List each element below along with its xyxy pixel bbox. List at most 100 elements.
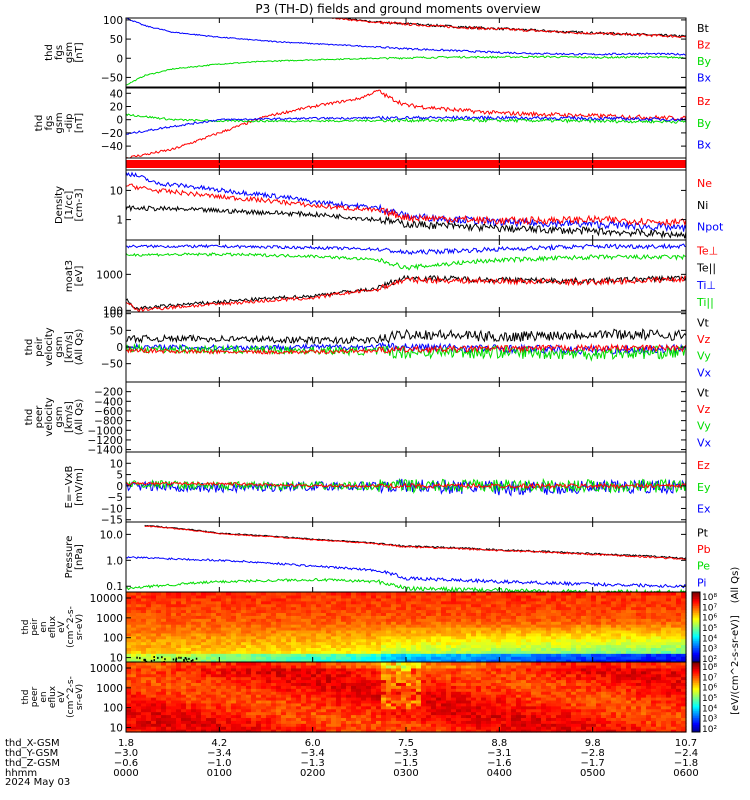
spectrogram-cell <box>566 606 572 611</box>
spectrogram-cell <box>181 664 187 669</box>
spectrogram-cell <box>331 606 337 611</box>
spectrogram-cell <box>656 597 662 602</box>
spectrogram-cell <box>126 676 132 681</box>
spectrogram-cell <box>416 664 422 669</box>
spectrogram-cell <box>221 664 227 669</box>
spectrogram-cell <box>286 691 292 695</box>
spectrogram-cell <box>256 662 262 666</box>
spectrogram-cell <box>331 653 337 657</box>
spectrogram-cell <box>391 694 397 698</box>
spectrogram-cell <box>496 720 502 724</box>
spectrogram-cell <box>371 592 377 596</box>
spectrogram-cell <box>411 606 417 611</box>
spectrogram-cell <box>296 594 302 599</box>
spectrogram-cell <box>156 603 162 608</box>
spectrogram-cell <box>156 656 162 660</box>
spectrogram-cell <box>376 673 382 678</box>
spectrogram-cell <box>481 606 487 611</box>
spectrogram-cell <box>401 659 407 663</box>
spectrogram-cell <box>476 656 482 660</box>
spectrogram-cell <box>226 638 232 643</box>
spectrogram-cell <box>551 653 557 657</box>
spectrogram-cell <box>246 603 252 608</box>
spectrogram-cell <box>616 629 622 634</box>
spectrogram-cell <box>261 688 267 692</box>
spectrogram-cell <box>656 612 662 616</box>
spectrogram-cell <box>226 662 232 666</box>
spectrogram-cell <box>271 685 277 689</box>
spectrogram-cell <box>151 638 157 643</box>
spectrogram-cell <box>361 632 367 637</box>
spectrogram-cell <box>276 720 282 724</box>
spectrogram-cell <box>141 606 147 611</box>
spectrogram-cell <box>246 708 252 713</box>
spectrogram-cell <box>396 670 402 675</box>
spectrogram-cell <box>341 644 347 649</box>
spectrogram-cell <box>226 723 232 727</box>
spectrogram-cell <box>306 676 312 681</box>
y-tick-label: 0 <box>116 53 123 65</box>
spectrogram-cell <box>496 647 502 651</box>
spectrogram-cell <box>496 685 502 689</box>
spectrogram-cell <box>496 597 502 602</box>
spectrogram-cell <box>531 618 537 622</box>
spectrogram-cell <box>416 659 422 663</box>
spectrogram-cell <box>581 632 587 637</box>
spectrogram-cell <box>346 606 352 611</box>
spectrogram-cell <box>601 615 607 619</box>
spectrogram-cell <box>171 726 177 730</box>
spectrogram-cell <box>406 697 412 701</box>
spectrogram-cell <box>436 723 442 727</box>
spectrogram-cell <box>261 711 267 716</box>
y-axis-label: Density <box>54 186 65 224</box>
spectrogram-cell <box>461 627 467 631</box>
spectrogram-cell <box>461 702 467 707</box>
spectrogram-cell <box>561 632 567 637</box>
spectrogram-cell <box>251 708 257 713</box>
spectrogram-cell <box>651 641 657 646</box>
spectrogram-cell <box>126 606 132 611</box>
spectrogram-cell <box>336 612 342 616</box>
spectrogram-cell <box>426 702 432 707</box>
spectrogram-cell <box>516 594 522 599</box>
spectrogram-cell <box>286 679 292 684</box>
spectrogram-cell <box>296 673 302 678</box>
spectrogram-cell <box>521 618 527 622</box>
spectrogram-cell <box>171 647 177 651</box>
spectrogram-cell <box>241 729 247 733</box>
spectrogram-cell <box>406 612 412 616</box>
spectrogram-cell <box>351 618 357 622</box>
spectrogram-cell <box>276 629 282 634</box>
spectrogram-cell <box>206 726 212 730</box>
spectrogram-cell <box>431 711 437 716</box>
spectrogram-cell <box>321 592 327 596</box>
spectrogram-cell <box>561 641 567 646</box>
spectrogram-cell <box>196 702 202 707</box>
spectrogram-cell <box>466 641 472 646</box>
spectrogram-cell <box>581 638 587 643</box>
spectrogram-cell <box>151 697 157 701</box>
spectrogram-cell <box>306 624 312 628</box>
series-line-Vz <box>126 342 686 356</box>
spectrogram-cell <box>246 670 252 675</box>
spectrogram-cell <box>451 647 457 651</box>
spectrogram-cell <box>281 635 287 640</box>
spectrogram-cell <box>411 673 417 678</box>
spectrogram-cell <box>471 641 477 646</box>
spectrogram-cell <box>226 729 232 733</box>
spectrogram-cell <box>416 618 422 622</box>
spectrogram-cell <box>466 600 472 605</box>
spectrogram-cell <box>146 702 152 707</box>
spectrogram-cell <box>456 664 462 669</box>
spectrogram-cell <box>166 717 172 721</box>
spectrogram-cell <box>456 699 462 704</box>
spectrogram-cell <box>496 641 502 646</box>
spectrogram-cell <box>526 592 532 596</box>
spectrogram-cell <box>466 705 472 710</box>
spectrogram-cell <box>316 705 322 710</box>
spectrogram-cell <box>161 688 167 692</box>
spectrogram-cell <box>276 621 282 625</box>
spectrogram-cell <box>466 627 472 631</box>
spectrogram-cell <box>291 609 297 614</box>
